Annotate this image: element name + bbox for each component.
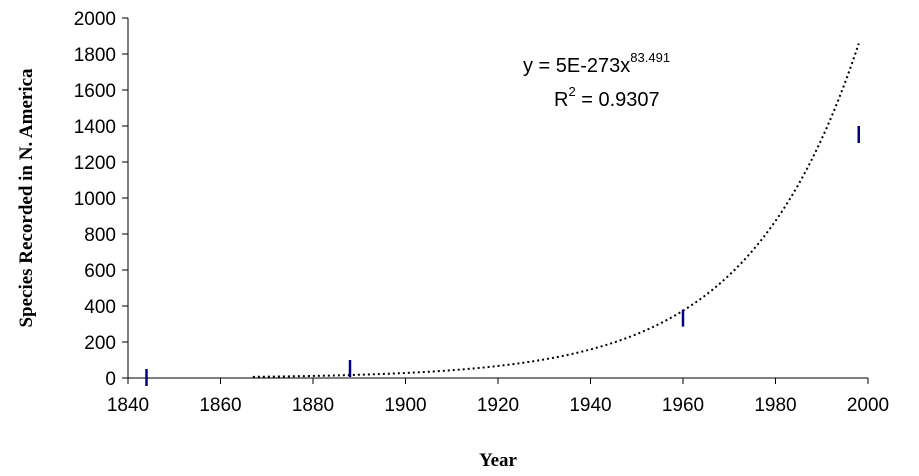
trendline xyxy=(252,43,860,378)
y-tick-label: 200 xyxy=(84,333,116,354)
x-tick-label: 1900 xyxy=(384,395,426,416)
r2-value: = 0.9307 xyxy=(576,89,660,111)
y-axis: 0 200 400 600 800 1000 1200 1400 1600 1800 2000 xyxy=(74,9,129,390)
svg-text:R2 = 0.9307: R2 = 0.9307 xyxy=(554,84,660,111)
x-tick-label: 1880 xyxy=(292,395,334,416)
x-tick-label: 1940 xyxy=(569,395,611,416)
y-tick-label: 1600 xyxy=(74,81,116,102)
trendline-equation: y = 5E-273x83.491 R2 = 0.9307 xyxy=(523,50,670,111)
x-tick-label: 1980 xyxy=(754,395,796,416)
trendline-curve xyxy=(252,43,860,378)
data-points xyxy=(145,126,860,386)
x-tick-label: 1840 xyxy=(107,395,149,416)
x-axis-title: Year xyxy=(479,450,518,471)
y-tick-label: 1200 xyxy=(74,153,116,174)
r2-superscript: 2 xyxy=(568,84,575,99)
x-tick-label: 1860 xyxy=(199,395,241,416)
x-tick-label: 1920 xyxy=(477,395,519,416)
y-tick-label: 600 xyxy=(84,261,116,282)
x-axis: 1840 1860 1880 1900 1920 1940 1960 1980 2000 xyxy=(107,377,889,416)
x-tick-label: 1960 xyxy=(662,395,704,416)
y-tick-label: 400 xyxy=(84,297,116,318)
y-axis-title: Species Recorded in N. America xyxy=(16,68,37,328)
y-tick-label: 1000 xyxy=(74,189,116,210)
x-tick-label: 2000 xyxy=(847,395,889,416)
equation-exponent: 83.491 xyxy=(630,50,670,65)
r2-prefix: R xyxy=(554,89,568,111)
y-tick-label: 800 xyxy=(84,225,116,246)
svg-text:y = 5E-273x83.491: y = 5E-273x83.491 xyxy=(523,50,670,77)
equation-main: y = 5E-273x xyxy=(523,55,630,77)
y-tick-label: 1800 xyxy=(74,45,116,66)
y-tick-label: 2000 xyxy=(74,9,116,30)
y-tick-label: 1400 xyxy=(74,117,116,138)
y-tick-label: 0 xyxy=(105,369,116,390)
